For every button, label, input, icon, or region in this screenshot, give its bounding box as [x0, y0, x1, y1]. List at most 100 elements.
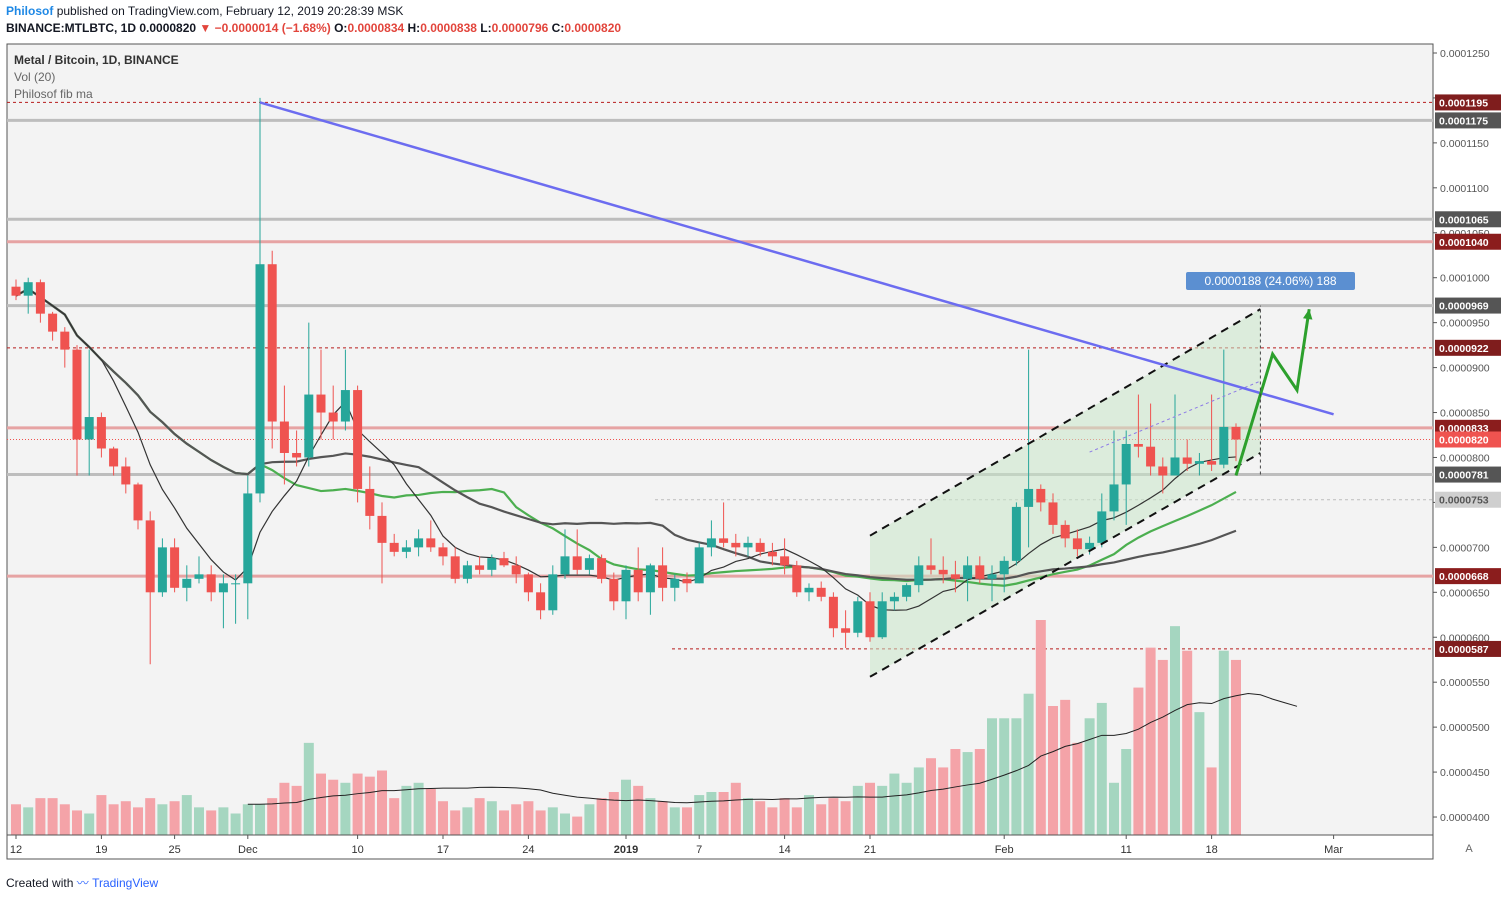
- candle-body: [353, 390, 363, 489]
- y-tick-label: 0.0000950: [1440, 318, 1490, 330]
- volume-bar: [1060, 699, 1071, 835]
- volume-bar: [133, 807, 143, 835]
- y-tick-label: 0.0000650: [1440, 587, 1490, 599]
- volume-bar: [596, 798, 607, 835]
- candle-body: [1109, 484, 1119, 512]
- volume-bar: [352, 773, 363, 835]
- candle-body: [755, 542, 765, 552]
- created-with-text: Created with: [6, 876, 74, 890]
- candle-body: [1011, 506, 1021, 561]
- volume-bar: [486, 801, 497, 835]
- candle-body: [255, 264, 265, 494]
- price-label: 0.0000587: [1439, 644, 1489, 656]
- volume-bar: [1011, 718, 1022, 835]
- candle-body: [938, 569, 948, 575]
- volume-bar: [987, 718, 997, 835]
- candle-body: [1121, 443, 1131, 485]
- ohlc-line: BINANCE:MTLBTC, 1D 0.0000820 ▼ −0.000001…: [6, 21, 621, 35]
- candle-body: [231, 583, 241, 585]
- volume-bar: [999, 718, 1010, 835]
- x-tick-label: 7: [696, 844, 702, 856]
- candle-body: [804, 587, 814, 593]
- tradingview-link[interactable]: TradingView: [92, 876, 159, 890]
- candle-body: [902, 585, 912, 597]
- volume-bar: [608, 792, 619, 835]
- volume-ma-line: [247, 693, 1298, 805]
- volume-bar: [523, 801, 534, 835]
- volume-bar: [499, 810, 509, 835]
- candle-body: [243, 493, 253, 584]
- price-label: 0.0001195: [1439, 97, 1488, 109]
- volume-bar: [1206, 767, 1217, 835]
- author-name[interactable]: Philosof: [6, 4, 54, 18]
- x-axis-band: [6, 834, 1434, 860]
- volume-bar: [718, 792, 729, 835]
- volume-bar: [450, 810, 461, 835]
- price-label: 0.0000668: [1439, 571, 1489, 583]
- candle-body: [1097, 511, 1107, 543]
- candle-body: [731, 542, 741, 548]
- candle-body: [1182, 457, 1192, 464]
- volume-bar: [438, 801, 448, 835]
- price-label: 0.0001040: [1439, 237, 1489, 249]
- price-label: 0.0000781: [1439, 470, 1489, 482]
- volume-bar: [316, 773, 326, 835]
- candle-body: [658, 565, 668, 588]
- candle-body: [438, 547, 448, 557]
- measure-label: 0.0000188 (24.06%) 188: [1204, 274, 1336, 288]
- x-tick-label: 11: [1120, 844, 1131, 856]
- candle-body: [719, 538, 729, 543]
- candle-body: [1146, 446, 1156, 467]
- candle-body: [645, 565, 655, 593]
- candle-body: [987, 574, 997, 579]
- candle-body: [109, 448, 119, 467]
- volume-bar: [950, 749, 961, 835]
- candle-body: [1060, 524, 1070, 539]
- close-label: C:: [551, 21, 565, 35]
- volume-bar: [389, 798, 400, 835]
- volume-bar: [755, 801, 766, 835]
- volume-bar: [218, 807, 229, 835]
- plot-layer: [7, 97, 1433, 835]
- high-label: H:: [407, 21, 421, 35]
- volume-bar: [401, 785, 412, 835]
- volume-bar: [682, 807, 692, 835]
- volume-bar: [657, 801, 668, 835]
- volume-bar: [669, 807, 680, 835]
- close-value: 0.0000820: [564, 21, 622, 35]
- candle-body: [462, 565, 472, 579]
- candle-body: [218, 583, 228, 593]
- publish-line: Philosof published on TradingView.com, F…: [6, 4, 403, 18]
- measure-label-box: [1186, 272, 1355, 290]
- candle-body: [780, 556, 790, 566]
- price-label: 0.0000753: [1439, 495, 1489, 507]
- projection-arrowhead: [1302, 309, 1313, 320]
- volume-bar: [377, 770, 387, 835]
- volume-bar: [1170, 626, 1180, 835]
- candle-body: [60, 331, 70, 350]
- auto-scale-icon[interactable]: A: [1465, 843, 1473, 855]
- volume-bar: [865, 782, 875, 835]
- candle-body: [1048, 502, 1058, 525]
- candle-body: [1219, 426, 1229, 465]
- candle-body: [926, 565, 936, 570]
- y-tick-label: 0.0000700: [1440, 542, 1490, 554]
- candle-body: [11, 286, 21, 296]
- price-label-box: [1435, 233, 1501, 250]
- volume-bar: [1218, 650, 1229, 835]
- x-tick-label: 21: [864, 844, 876, 856]
- candle-body: [877, 601, 887, 638]
- x-tick-label: 25: [168, 844, 180, 856]
- low-value: 0.0000796: [491, 21, 549, 35]
- price-label-box: [1435, 297, 1501, 314]
- channel-mid-line: [1089, 380, 1261, 453]
- candle-body: [1024, 488, 1034, 507]
- volume-bar: [1048, 706, 1058, 835]
- volume-bar: [730, 782, 741, 835]
- price-label-box: [1435, 339, 1501, 356]
- candle-body: [621, 569, 631, 602]
- volume-bar: [364, 776, 375, 835]
- x-tick-label: 12: [10, 844, 22, 856]
- volume-bar: [340, 782, 351, 835]
